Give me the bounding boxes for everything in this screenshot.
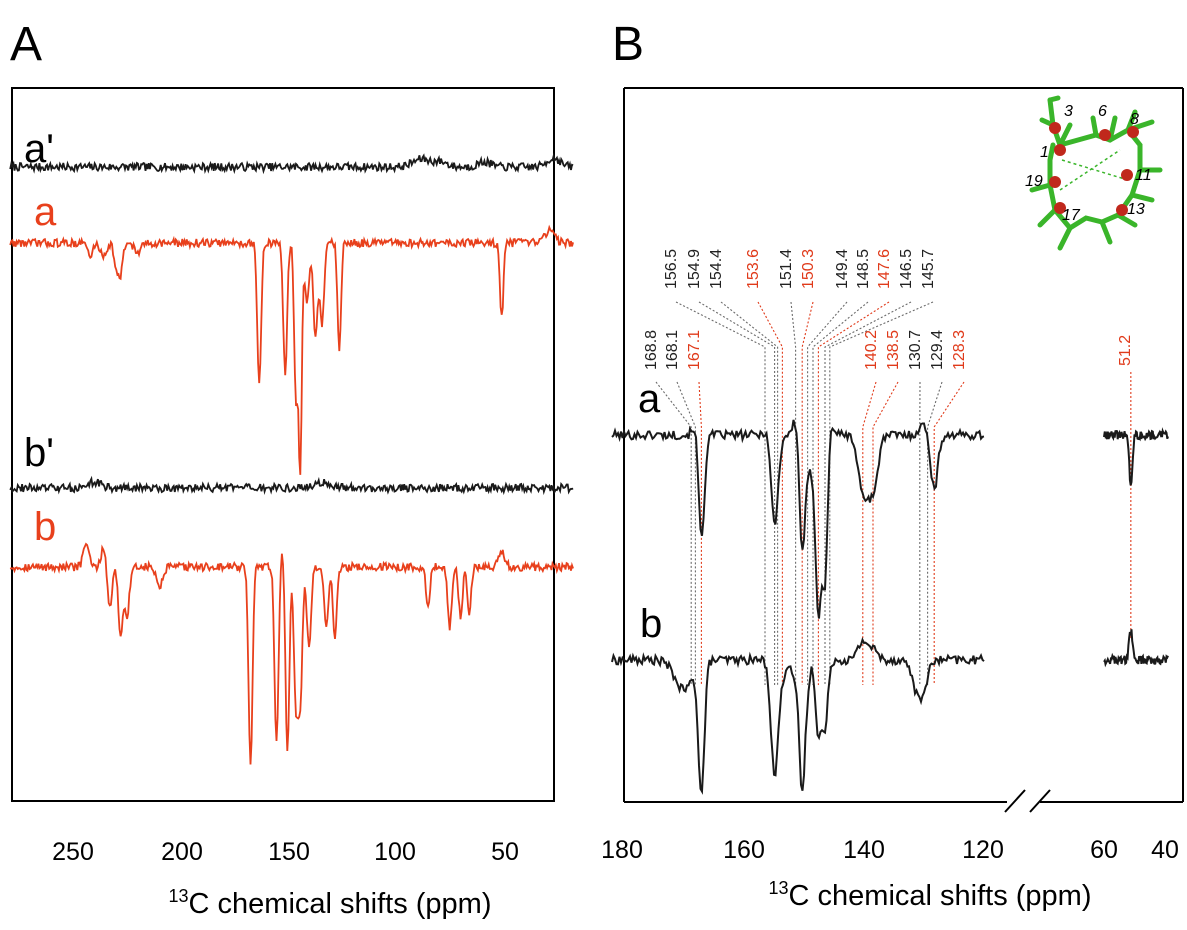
trace-a — [9, 224, 574, 475]
peak-reference-line — [676, 381, 696, 685]
peak-label: 154.9 — [686, 249, 703, 289]
panel-b-reference-lines — [655, 301, 1132, 685]
trace-label-b-panel-b: b — [640, 602, 662, 646]
peak-reference-line — [698, 381, 702, 685]
peak-label: 150.3 — [800, 249, 817, 289]
atom-number: 1 — [1040, 144, 1049, 161]
peak-reference-line — [829, 301, 934, 685]
peak-reference-line — [872, 381, 899, 685]
peak-label: 156.5 — [663, 249, 680, 289]
peak-reference-line — [675, 301, 766, 685]
peak-label: 167.1 — [686, 330, 703, 370]
peak-reference-line — [817, 301, 890, 685]
peak-label: 140.2 — [863, 330, 880, 370]
trace-b-prime — [9, 475, 574, 496]
peak-reference-line — [824, 301, 912, 685]
peak-label: 168.1 — [664, 330, 681, 370]
peak-reference-line — [655, 381, 692, 685]
tick-label: 180 — [601, 836, 643, 864]
tick-label: 100 — [374, 838, 416, 866]
tick-label: 60 — [1090, 836, 1118, 864]
trace-label-b-panel-a: a — [638, 377, 661, 421]
peak-label: 130.7 — [907, 330, 924, 370]
tick-label: 120 — [962, 836, 1004, 864]
trace-a-segment — [1103, 427, 1169, 486]
tick-label: 140 — [843, 836, 885, 864]
panel-a-frame — [11, 87, 555, 802]
trace-label-a-prime: a' — [24, 127, 54, 171]
tick-label: 50 — [491, 838, 519, 866]
peak-label: 51.2 — [1117, 335, 1134, 366]
peak-label: 138.5 — [885, 330, 902, 370]
atom-number: 13 — [1127, 201, 1145, 218]
trace-b-segment — [611, 637, 985, 795]
atom-number: 6 — [1098, 103, 1107, 120]
peak-reference-line — [862, 381, 877, 685]
panel-b-x-ticks: 180 160 140 120 60 40 — [601, 836, 1179, 864]
peak-reference-line — [757, 301, 783, 685]
tick-label: 150 — [268, 838, 310, 866]
atom-number: 19 — [1025, 173, 1043, 190]
trace-b — [9, 542, 574, 765]
axis-break-marks — [1004, 789, 1051, 813]
trace-a-segment — [611, 419, 985, 619]
peak-reference-line — [933, 381, 965, 685]
tick-label: 200 — [161, 838, 203, 866]
peak-label: 145.7 — [920, 249, 937, 289]
peak-reference-line — [790, 301, 797, 685]
peak-label: 129.4 — [929, 330, 946, 370]
tick-label: 250 — [52, 838, 94, 866]
panel-b-frame — [623, 87, 1184, 803]
peak-label: 151.4 — [778, 249, 795, 289]
panel-b-letter: B — [612, 18, 644, 71]
atom-number: 3 — [1064, 103, 1073, 120]
trace-label-a: a — [34, 190, 57, 234]
panel-a-x-axis-title: 13C chemical shifts (ppm) — [169, 886, 492, 920]
peak-label: 168.8 — [643, 330, 660, 370]
panel-a-x-ticks: 250 200 150 100 50 — [52, 838, 519, 866]
peak-reference-line — [812, 301, 869, 685]
atom-number: 8 — [1130, 111, 1139, 128]
peak-label: 148.5 — [855, 249, 872, 289]
peak-label: 146.5 — [898, 249, 915, 289]
trace-label-b: b — [34, 505, 56, 549]
peak-label: 128.3 — [951, 330, 968, 370]
atom-number: 17 — [1062, 207, 1081, 224]
atom-number: 11 — [1135, 167, 1152, 184]
trace-label-b-prime: b' — [24, 431, 54, 475]
peak-reference-line — [698, 301, 776, 685]
tick-label: 40 — [1151, 836, 1179, 864]
panel-a-letter: A — [10, 18, 42, 71]
peak-label: 147.6 — [876, 249, 893, 289]
peak-reference-line — [807, 301, 848, 685]
peak-reference-line — [927, 381, 943, 685]
peak-label: 153.6 — [745, 249, 762, 289]
peak-label: 149.4 — [834, 249, 851, 289]
peak-reference-line — [720, 301, 779, 685]
panel-b-peak-labels: 168.8 168.1 167.1 156.5 154.9 154.4 153.6 151.4… — [643, 249, 1134, 370]
molecule-inset: 3 6 8 1 11 19 13 17 — [1025, 95, 1163, 251]
panel-a-traces — [9, 152, 574, 765]
trace-b-segment — [1103, 629, 1169, 668]
panel-b-traces — [611, 419, 1169, 795]
tick-label: 160 — [723, 836, 765, 864]
panel-b-x-axis-title: 13C chemical shifts (ppm) — [769, 878, 1092, 912]
trace-a-prime — [9, 152, 574, 175]
peak-label: 154.4 — [708, 249, 725, 289]
